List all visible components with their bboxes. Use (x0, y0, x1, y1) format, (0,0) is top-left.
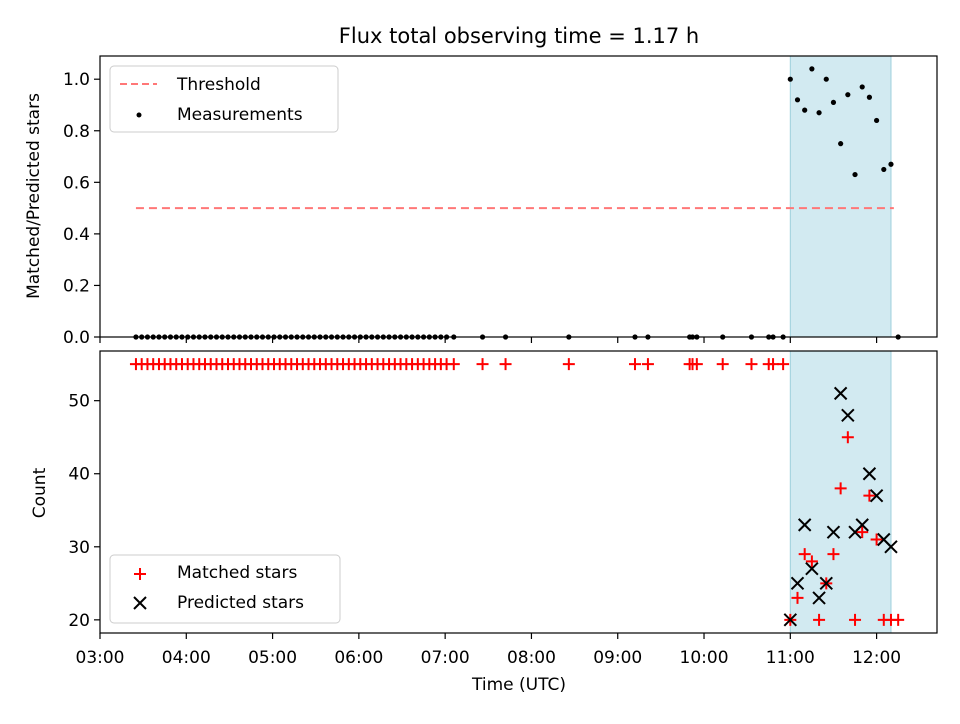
top-observing-window-shade (789, 55, 892, 338)
x-tick-label: 10:00 (680, 648, 729, 668)
matched-star-marker (834, 482, 847, 495)
measurement-point (816, 110, 822, 116)
matched-star-marker (791, 591, 804, 604)
matched-star-marker (777, 358, 790, 371)
top-panel: 0.0 0.2 0.4 0.6 0.8 1.0 Matched/Predicted sta… (24, 55, 938, 348)
chart-title: Flux total observing time = 1.17 h (339, 24, 699, 48)
measurement-point (859, 84, 865, 90)
matched-star-marker (716, 358, 729, 371)
predicted-star-marker (805, 562, 819, 576)
legend-label-threshold: Threshold (176, 75, 261, 95)
matched-star-marker (690, 358, 703, 371)
top-y-tick-label: 1.0 (63, 70, 90, 90)
matched-star-marker (805, 555, 818, 568)
measurement-point (866, 94, 873, 100)
matched-star-marker (499, 358, 512, 371)
measurement-point (794, 97, 801, 103)
predicted-star-marker (819, 576, 833, 591)
predicted-star-marker (862, 467, 877, 481)
predicted-stars-legend-swatch (133, 596, 147, 610)
x-tick-label: 08:00 (507, 648, 556, 668)
matched-star-marker (849, 613, 862, 626)
legend-label-measurements: Measurements (177, 105, 303, 125)
measurement-point (802, 107, 808, 113)
matched-star-marker (745, 358, 758, 371)
predicted-star-marker (826, 525, 841, 539)
measurement-point (845, 92, 851, 98)
top-y-tick-label: 0.8 (63, 122, 90, 142)
measurement-point (888, 161, 894, 167)
measurement-point (838, 141, 844, 147)
legend-label-matched-stars: Matched stars (177, 563, 297, 583)
measurement-point (852, 171, 858, 178)
top-y-axis-label: Matched/Predicted stars (24, 93, 44, 299)
matched-star-marker (856, 526, 869, 539)
matched-star-marker (870, 533, 883, 546)
matched-star-marker (628, 358, 641, 371)
matched-stars-legend-swatch (134, 568, 146, 580)
measurement-point (823, 76, 829, 82)
measurement-point (873, 117, 880, 124)
matched-star-marker (447, 358, 460, 371)
top-legend-box (109, 65, 339, 133)
matched-star-marker (562, 358, 575, 371)
measurements-legend-swatch (136, 112, 142, 118)
x-axis-label: Time (UTC) (471, 675, 566, 695)
top-y-tick-label: 0.0 (63, 328, 90, 348)
matched-star-marker (641, 358, 654, 371)
top-legend: Threshold Measurements (109, 65, 339, 133)
predicted-star-marker (790, 576, 805, 591)
predicted-star-marker (855, 518, 869, 532)
x-tick-label: 12:00 (852, 648, 901, 668)
bottom-y-tick-label: 30 (68, 538, 90, 558)
matched-star-marker (863, 489, 876, 502)
matched-star-marker (767, 358, 780, 371)
matched-star-marker (841, 431, 854, 444)
matched-star-marker (827, 548, 840, 561)
predicted-star-marker (841, 408, 855, 422)
x-tick-label: 06:00 (334, 648, 383, 668)
top-axes-frame (99, 55, 938, 338)
x-tick-label: 07:00 (421, 648, 470, 668)
matched-star-marker (798, 548, 811, 561)
measurement-point (830, 99, 837, 106)
x-tick-label: 04:00 (162, 648, 211, 668)
x-tick-label: 09:00 (593, 648, 642, 668)
top-y-tick-label: 0.4 (63, 225, 90, 245)
predicted-star-marker (884, 540, 898, 554)
measurement-point (809, 66, 815, 72)
bottom-y-tick-label: 20 (68, 611, 90, 631)
measurement-point (881, 166, 887, 173)
predicted-star-marker (783, 613, 798, 627)
predicted-star-marker (833, 386, 848, 401)
matched-star-marker (892, 613, 905, 626)
bottom-panel: 03:00 04:00 05:00 06:00 07:00 08:00 09:00 10:00… (30, 350, 938, 695)
bottom-legend: Matched stars Predicted stars (109, 554, 341, 624)
x-tick-label: 11:00 (766, 648, 815, 668)
matched-star-marker (813, 613, 826, 626)
bottom-y-tick-label: 40 (68, 465, 90, 485)
predicted-star-marker (797, 518, 812, 532)
measurement-point (787, 76, 793, 82)
bottom-y-tick-label: 50 (68, 392, 90, 412)
predicted-star-marker (869, 488, 884, 503)
matched-star-marker (476, 358, 489, 371)
bottom-axes-frame (99, 350, 938, 634)
predicted-star-marker (812, 591, 826, 605)
legend-label-predicted-stars: Predicted stars (177, 593, 304, 613)
bottom-y-axis-label: Count (30, 467, 50, 518)
top-y-tick-label: 0.2 (63, 276, 90, 296)
x-tick-label: 03:00 (76, 648, 125, 668)
bottom-legend-box (109, 554, 341, 624)
x-tick-label: 05:00 (248, 648, 297, 668)
top-y-tick-label: 0.6 (63, 173, 90, 193)
